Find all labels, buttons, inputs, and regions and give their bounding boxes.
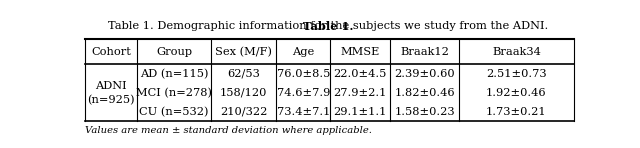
- Text: 62/53: 62/53: [227, 69, 260, 79]
- Text: 74.6±7.9: 74.6±7.9: [276, 88, 330, 98]
- Text: MCI (n=278): MCI (n=278): [136, 88, 212, 98]
- Text: 27.9±2.1: 27.9±2.1: [333, 88, 387, 98]
- Text: 2.51±0.73: 2.51±0.73: [486, 69, 547, 79]
- Text: Table 1.: Table 1.: [303, 21, 353, 32]
- Text: 22.0±4.5: 22.0±4.5: [333, 69, 387, 79]
- Text: 1.82±0.46: 1.82±0.46: [394, 88, 455, 98]
- Text: 210/322: 210/322: [220, 107, 268, 117]
- Text: AD (n=115): AD (n=115): [140, 69, 209, 79]
- Text: 73.4±7.1: 73.4±7.1: [276, 107, 330, 117]
- Text: Sex (M/F): Sex (M/F): [215, 47, 272, 57]
- Text: Braak12: Braak12: [400, 47, 449, 57]
- Text: 1.58±0.23: 1.58±0.23: [394, 107, 455, 117]
- Text: 1.73±0.21: 1.73±0.21: [486, 107, 547, 117]
- Text: MMSE: MMSE: [340, 47, 380, 57]
- Text: CU (n=532): CU (n=532): [140, 107, 209, 117]
- Text: Cohort: Cohort: [91, 47, 131, 57]
- Text: Table 1. Demographic information for the subjects we study from the ADNI.: Table 1. Demographic information for the…: [108, 21, 548, 31]
- Text: 2.39±0.60: 2.39±0.60: [394, 69, 455, 79]
- Text: Braak34: Braak34: [492, 47, 541, 57]
- Text: Values are mean ± standard deviation where applicable.: Values are mean ± standard deviation whe…: [85, 126, 372, 135]
- Text: Age: Age: [292, 47, 314, 57]
- Text: 76.0±8.5: 76.0±8.5: [276, 69, 330, 79]
- Text: 158/120: 158/120: [220, 88, 268, 98]
- Text: ADNI
(n=925): ADNI (n=925): [87, 81, 135, 105]
- Text: Group: Group: [156, 47, 192, 57]
- Text: 29.1±1.1: 29.1±1.1: [333, 107, 387, 117]
- Text: 1.92±0.46: 1.92±0.46: [486, 88, 547, 98]
